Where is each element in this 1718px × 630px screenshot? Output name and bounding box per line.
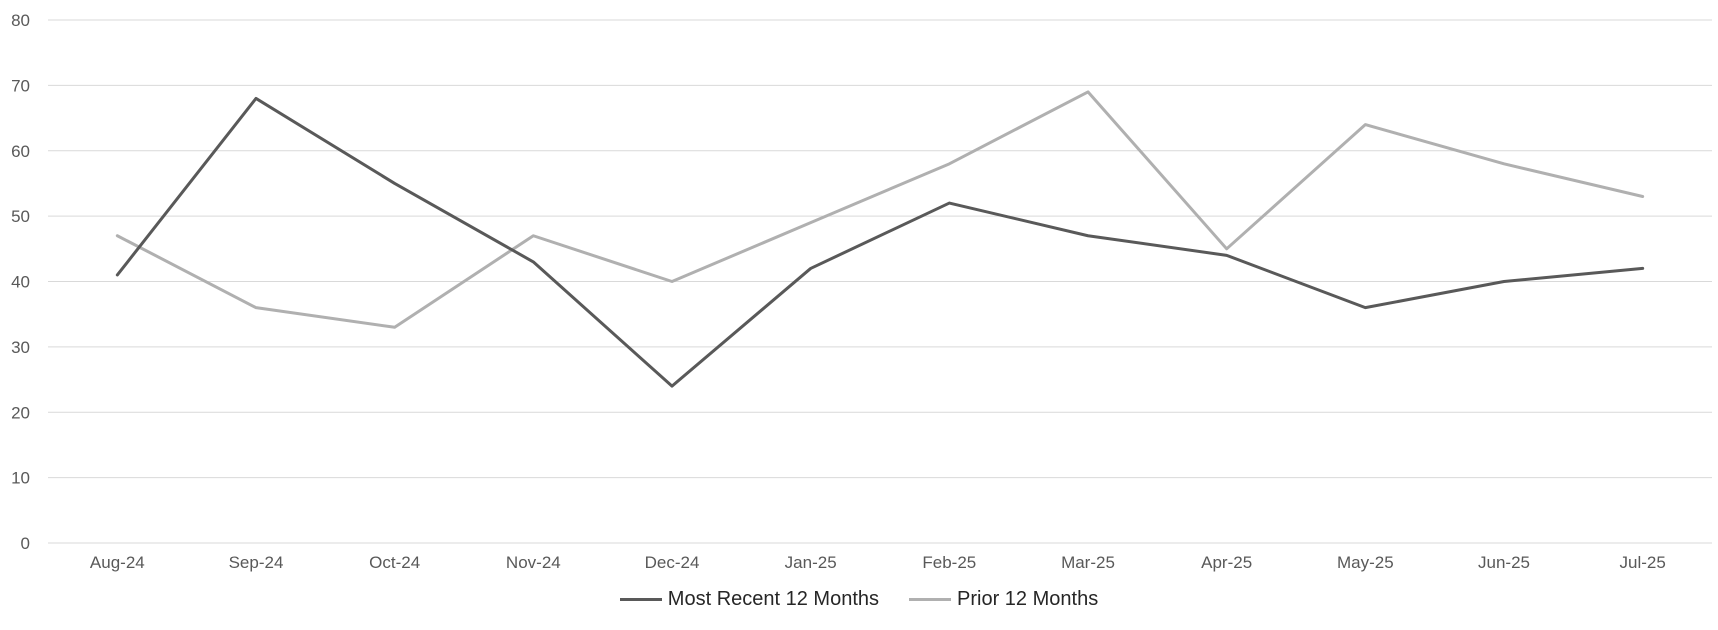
x-tick-label: Jan-25	[785, 553, 837, 572]
x-tick-label: Apr-25	[1201, 553, 1252, 572]
x-tick-label: Aug-24	[90, 553, 145, 572]
x-tick-label: Mar-25	[1061, 553, 1115, 572]
x-tick-label: Nov-24	[506, 553, 561, 572]
y-axis-ticks: 0 10 20 30 40 50 60 70 80	[11, 11, 30, 553]
y-tick-label: 80	[11, 11, 30, 30]
x-tick-label: Jul-25	[1620, 553, 1666, 572]
x-axis-ticks: Aug-24 Sep-24 Oct-24 Nov-24 Dec-24 Jan-25 Feb-…	[90, 553, 1666, 572]
legend-item-most-recent: Most Recent 12 Months	[619, 588, 880, 611]
x-tick-label: May-25	[1337, 553, 1394, 572]
chart-plot: 0 10 20 30 40 50 60 70 80 Aug-24 Sep-24 Oct-24 Nov-…	[11, 11, 1712, 572]
legend-swatch-prior	[909, 598, 952, 601]
y-tick-label: 40	[11, 273, 30, 292]
x-tick-label: Dec-24	[645, 553, 700, 572]
legend-label-most-recent: Most Recent 12 Months	[667, 588, 880, 610]
x-tick-label: Sep-24	[229, 553, 284, 572]
chart-legend: Most Recent 12 Months Prior 12 Months	[0, 588, 1718, 611]
x-tick-label: Feb-25	[922, 553, 976, 572]
legend-swatch-most-recent	[619, 598, 662, 601]
x-tick-label: Jun-25	[1478, 553, 1530, 572]
series-line-most-recent	[115, 96, 1645, 388]
x-tick-label: Oct-24	[369, 553, 420, 572]
series-line-prior	[115, 90, 1645, 329]
y-tick-label: 20	[11, 403, 30, 422]
y-tick-label: 70	[11, 76, 30, 95]
y-tick-label: 60	[11, 142, 30, 161]
y-tick-label: 50	[11, 207, 30, 226]
legend-label-prior: Prior 12 Months	[957, 588, 1099, 610]
gridlines	[48, 19, 1712, 544]
series-lines	[115, 90, 1645, 388]
y-tick-label: 30	[11, 338, 30, 357]
legend-item-prior: Prior 12 Months	[909, 588, 1098, 611]
y-tick-label: 0	[21, 534, 30, 553]
y-tick-label: 10	[11, 469, 30, 488]
